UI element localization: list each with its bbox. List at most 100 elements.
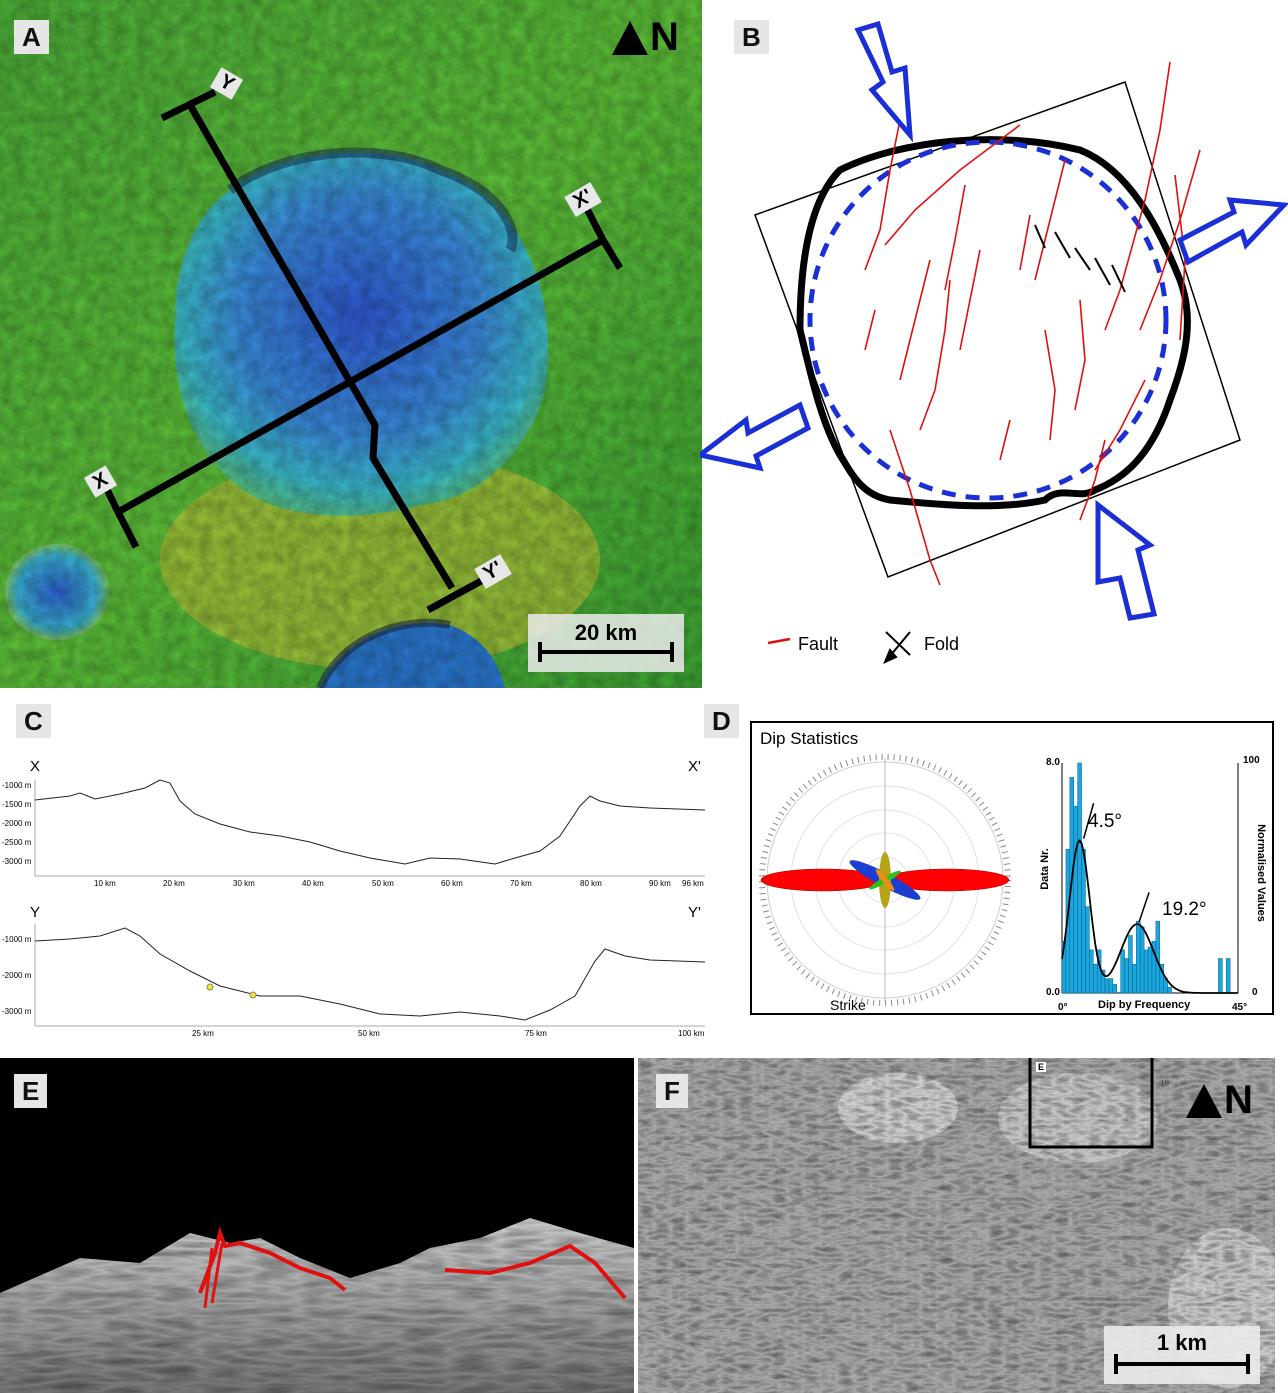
hist-bar <box>1104 978 1110 994</box>
peak-pointer <box>1138 892 1150 923</box>
x-tick: 50 km <box>372 879 394 888</box>
north-arrow-icon <box>1186 1083 1222 1118</box>
hist-xtick-left: 0° <box>1058 1002 1068 1013</box>
profile-y-end: Y' <box>688 904 701 921</box>
legend-fault-label: Fault <box>798 634 839 654</box>
inset-box-e <box>1028 1058 1154 1149</box>
panel-label: E <box>14 1074 48 1108</box>
scale-bar: 20 km <box>528 614 684 672</box>
hist-y2tick-bottom: 0 <box>1252 987 1258 998</box>
hist-xtick-right: 45° <box>1232 1002 1248 1013</box>
panel-label: C <box>16 704 51 738</box>
profile-y-axes <box>34 924 706 1027</box>
north-arrow-icon <box>612 20 648 55</box>
panel-label: D <box>704 704 739 738</box>
scale-label: 1 km <box>1156 1330 1208 1355</box>
x-tick: 25 km <box>192 1029 214 1038</box>
peak-label-1: 4.5° <box>1088 811 1123 832</box>
profile-x-yticks: -1000 m -1500 m -2000 m -2500 m -3000 m <box>2 776 36 871</box>
hist-bar <box>1120 949 1125 994</box>
hist-bar <box>1124 958 1129 994</box>
scale-label: 20 km <box>574 620 638 645</box>
dip-stats-frame: Dip Statistics Strike 8.0 0.0 <box>750 721 1274 1015</box>
x-tick: 90 km <box>649 879 671 888</box>
hist-bar <box>1139 926 1145 994</box>
rose-petal-minor <box>875 869 895 891</box>
hist-bar <box>1218 958 1223 994</box>
hist-bar <box>1136 920 1141 994</box>
inset-label: E <box>1036 1062 1047 1072</box>
panel-c-profiles: C X X' -1000 m -1500 m -2000 m -2500 m -… <box>0 696 712 1040</box>
dip-stats-chart <box>759 754 1239 1006</box>
y-tick: -1500 m <box>2 800 32 809</box>
perspective-terrain <box>0 1218 634 1393</box>
hist-bar <box>1073 805 1078 994</box>
north-arrow: N <box>1184 1078 1253 1123</box>
hist-bar <box>1128 935 1133 994</box>
panel-f-image: F E 19 N 1 km <box>638 1058 1275 1393</box>
x-tick: 40 km <box>302 879 324 888</box>
x-tick: 96 km <box>682 879 704 888</box>
topography-map <box>0 0 702 688</box>
hist-bar <box>1167 987 1172 994</box>
hist-y2tick-top: 100 <box>1243 755 1260 766</box>
profile-x-end: X' <box>688 758 701 775</box>
hist-bar <box>1112 984 1118 994</box>
x-tick: 10 km <box>94 879 116 888</box>
rose-caption: Strike <box>830 997 866 1013</box>
panel-a-topography-map: A N Y X' X Y' 20 km <box>0 0 702 688</box>
x-tick: 50 km <box>358 1029 380 1038</box>
x-tick: 70 km <box>510 879 532 888</box>
hist-bar <box>1132 964 1137 994</box>
panel-d-dip-statistics: D Dip Statistics Strike 8.0 <box>700 696 1288 1046</box>
dip-histogram <box>1061 762 1239 994</box>
y-tick: -2000 m <box>2 971 32 980</box>
panel-e-3d-view: E <box>0 1058 634 1393</box>
x-tick: 60 km <box>441 879 463 888</box>
y-tick: -3000 m <box>2 857 32 866</box>
x-tick: 75 km <box>525 1029 547 1038</box>
y-tick: -3000 m <box>2 1007 32 1016</box>
x-tick: 30 km <box>233 879 255 888</box>
panel-label: F <box>656 1074 688 1108</box>
panel-label: B <box>734 20 769 54</box>
y-tick: -2000 m <box>2 819 32 828</box>
north-label: N <box>1224 1078 1253 1122</box>
hist-y2label: Normalised Values <box>1254 824 1267 922</box>
peak-pointer <box>1082 803 1095 839</box>
x-tick: 100 km <box>678 1029 705 1038</box>
hist-xlabel: Dip by Frequency <box>1098 999 1191 1011</box>
profile-y-start: Y <box>30 904 41 921</box>
corner-number: 19 <box>1160 1078 1169 1088</box>
hist-bar <box>1089 949 1094 994</box>
hist-bar <box>1147 946 1153 994</box>
hist-bar <box>1143 949 1149 994</box>
profile-x-start: X <box>30 758 41 775</box>
hist-bar <box>1085 906 1090 994</box>
panel-label: A <box>14 20 49 54</box>
panel-b-structural-map: B Fault Fold <box>700 0 1288 688</box>
north-label: N <box>650 15 679 59</box>
x-tick: 20 km <box>163 879 185 888</box>
hist-ytick-bottom: 0.0 <box>1046 987 1060 998</box>
north-arrow: N <box>610 15 679 60</box>
profile-y-yticks: -1000 m -2000 m -3000 m <box>2 922 36 1030</box>
hist-ylabel: Data Nr. <box>1038 848 1051 890</box>
hist-bar <box>1093 964 1098 994</box>
structural-map <box>700 20 1288 664</box>
fit-curve <box>1061 838 1238 994</box>
dip-stats-title: Dip Statistics <box>760 729 859 748</box>
legend-fold-label: Fold <box>924 634 960 654</box>
hist-bar <box>1077 762 1082 994</box>
scale-bar: 1 km <box>1104 1326 1260 1384</box>
hist-bar <box>1226 958 1231 994</box>
peak-label-2: 19.2° <box>1162 899 1207 920</box>
hist-ytick-top: 8.0 <box>1046 757 1060 768</box>
rose-diagram <box>759 754 1011 1006</box>
hist-bar <box>1081 849 1086 994</box>
elevation-profiles <box>34 779 706 1027</box>
y-tick: -1000 m <box>2 935 32 944</box>
fold-symbol-icon <box>883 631 911 664</box>
profile-x-axes <box>34 779 706 877</box>
x-tick: 80 km <box>580 879 602 888</box>
